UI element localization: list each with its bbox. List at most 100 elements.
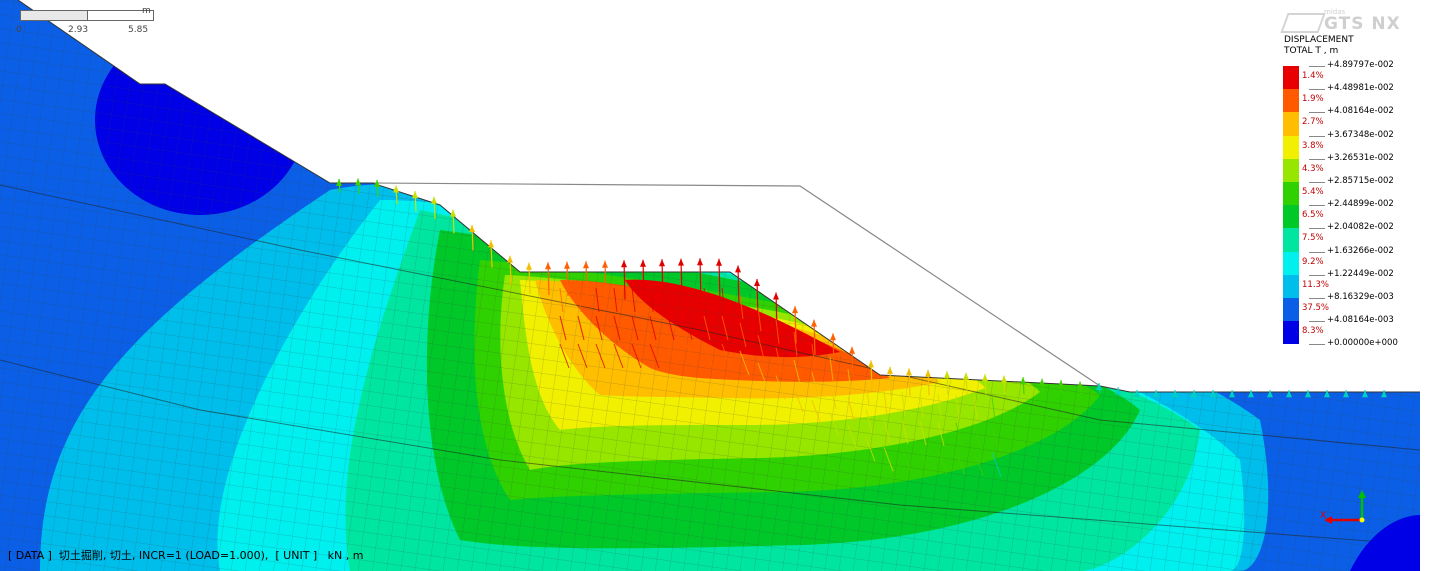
- vector-arrow: [793, 359, 801, 385]
- ground-surface-line: [17, 0, 1420, 393]
- vector-arrow: [829, 356, 834, 381]
- vector-arrow: [991, 452, 1002, 477]
- vector-arrow: [703, 343, 714, 369]
- vector-arrow: [775, 319, 780, 344]
- legend-tick: [1309, 251, 1325, 253]
- vector-arrow-head: [1153, 390, 1159, 398]
- vector-arrow-head: [792, 306, 798, 314]
- contour-legend[interactable]: 1.4% 1.9% 2.7% 3.8% 4.3% 5.4% 6.5% 7.5% 9.2% 11.3…: [1283, 60, 1432, 348]
- vector-arrow-head: [412, 191, 418, 199]
- vector-arrow: [613, 315, 621, 341]
- status-bar-text: [ DATA ] 切土掘削, 切土, INCR=1 (LOAD=1.000), …: [8, 549, 364, 562]
- vector-arrow: [847, 396, 855, 422]
- vector-arrow-head: [697, 258, 703, 266]
- vector-arrow: [577, 315, 585, 341]
- vector-arrow: [559, 315, 567, 341]
- vector-arrow-head: [374, 179, 380, 187]
- vector-arrow: [865, 381, 870, 406]
- legend-swatch: [1283, 228, 1299, 252]
- legend-value: +4.89797e-002: [1327, 60, 1394, 70]
- vector-arrow-head: [830, 333, 836, 341]
- vector-arrow-head: [1096, 383, 1102, 390]
- logo-mark-icon: [1280, 13, 1326, 33]
- scale-tick: 0: [16, 25, 22, 35]
- legend-tick: [1309, 158, 1325, 160]
- vector-arrow-head: [1381, 390, 1387, 398]
- vector-arrow: [991, 424, 999, 449]
- legend-value: +2.04082e-002: [1327, 222, 1394, 233]
- vector-arrow: [721, 287, 726, 313]
- vector-arrow: [847, 368, 852, 394]
- vector-arrow: [775, 375, 786, 400]
- scale-bar: m 0 2.93 5.85: [14, 6, 174, 36]
- vector-arrow: [775, 347, 783, 372]
- vector-arrow-head: [1058, 380, 1064, 388]
- vector-arrow: [919, 420, 927, 446]
- vector-arrow-head: [1191, 390, 1197, 398]
- vector-arrow: [757, 335, 765, 360]
- vector-arrow: [955, 450, 966, 475]
- legend-band-percent: 1.4%: [1302, 71, 1324, 81]
- vector-arrow: [757, 307, 762, 332]
- vector-arrow-head: [450, 209, 456, 217]
- vector-arrow: [919, 392, 924, 418]
- vector-arrow: [973, 423, 981, 448]
- axis-y-label: Y: [1361, 490, 1368, 492]
- vector-arrow-head: [963, 372, 969, 380]
- legend-value: +1.63266e-002: [1327, 245, 1394, 256]
- vector-arrow: [739, 322, 747, 347]
- legend-swatch: [1283, 66, 1299, 90]
- gts-nx-logo: midas GTS NX: [1280, 8, 1414, 34]
- vector-arrow-head: [1362, 390, 1368, 398]
- vector-arrow-head: [716, 258, 722, 266]
- legend-band-percent: 4.3%: [1302, 163, 1324, 174]
- vector-arrow: [680, 258, 683, 304]
- vector-arrow: [718, 258, 721, 303]
- vector-arrow: [829, 384, 837, 409]
- legend-value: +2.85715e-002: [1327, 176, 1394, 186]
- legend-value: +3.26531e-002: [1327, 152, 1394, 163]
- legend-band-percent: 7.5%: [1302, 233, 1324, 244]
- vector-arrow: [661, 259, 664, 302]
- legend-title-line2: TOTAL T , m: [1284, 46, 1339, 56]
- vector-arrow-head: [1134, 390, 1140, 398]
- vector-arrow: [613, 287, 618, 313]
- legend-tick: [1309, 89, 1325, 91]
- vector-arrow: [793, 331, 798, 357]
- vector-arrow: [937, 421, 945, 447]
- vector-arrow: [559, 343, 570, 369]
- vector-arrow-head: [868, 360, 874, 368]
- legend-value: +1.22449e-002: [1327, 268, 1394, 279]
- legend-swatch: [1283, 251, 1299, 275]
- vector-arrow: [721, 315, 729, 341]
- scale-tick: 5.85: [128, 25, 149, 35]
- vector-arrow: [865, 409, 873, 434]
- vector-arrow: [883, 419, 891, 444]
- vector-arrow-head: [1020, 377, 1026, 385]
- vector-arrow: [667, 315, 675, 341]
- vector-arrow-head: [735, 265, 741, 273]
- vector-arrow-head: [564, 261, 570, 269]
- vector-arrow-head: [982, 374, 988, 382]
- vector-arrow-head: [1210, 390, 1216, 398]
- vector-arrow: [811, 400, 822, 425]
- legend-tick: [1309, 298, 1325, 299]
- contour-band-corner: [1350, 515, 1420, 571]
- legend-swatch: [1283, 112, 1299, 136]
- vector-arrow-head: [1286, 390, 1292, 398]
- vector-arrow-head: [1305, 390, 1311, 398]
- vector-arrow: [883, 391, 888, 416]
- vector-arrow: [919, 448, 930, 474]
- legend-swatch: [1283, 89, 1299, 113]
- vector-arrow-head: [526, 262, 532, 270]
- legend-tick: [1309, 228, 1325, 230]
- vector-arrow: [685, 343, 696, 369]
- legend-band-percent: 11.3%: [1302, 279, 1330, 290]
- vector-arrow: [955, 422, 963, 447]
- vector-arrow: [739, 350, 750, 376]
- vector-arrow-head: [887, 366, 893, 374]
- vector-arrow-head: [1248, 390, 1254, 398]
